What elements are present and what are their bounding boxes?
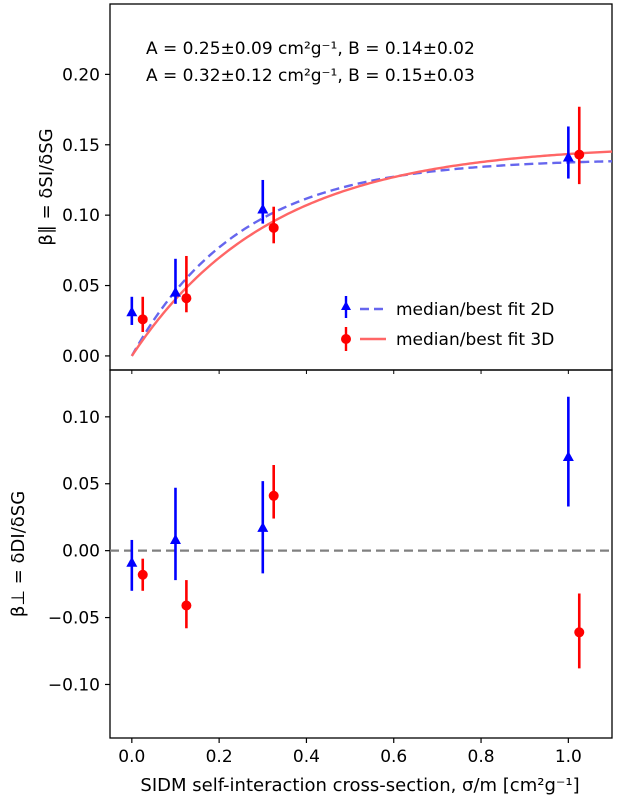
top-y-tick-label: 0.15 bbox=[62, 136, 100, 156]
bottom-y-tick-label: 0.10 bbox=[62, 408, 100, 428]
bottom-panel: −0.10 −0.05 0.00 0.05 0.10 0.0 0.2 0.4 0.6 0.8 1.… bbox=[8, 369, 613, 796]
bottom-y-ticks: −0.10 −0.05 0.00 0.05 0.10 bbox=[48, 408, 110, 695]
bottom-point-3d bbox=[268, 490, 279, 501]
top-point-2d bbox=[169, 286, 181, 297]
top-data-marks bbox=[126, 106, 585, 332]
legend-entry-2d: median/best fit 2D bbox=[341, 296, 554, 320]
bottom-point-2d bbox=[562, 450, 574, 461]
top-y-tick-label: 0.00 bbox=[62, 347, 100, 367]
x-tick-label: 1.0 bbox=[555, 747, 582, 767]
bottom-y-tick-label: −0.05 bbox=[48, 609, 100, 629]
bottom-point-2d bbox=[169, 533, 181, 544]
legend-3d-label: median/best fit 3D bbox=[396, 330, 554, 350]
top-y-tick-label: 0.20 bbox=[62, 65, 100, 85]
x-tick-label: 0.4 bbox=[293, 747, 320, 767]
bottom-y-tick-label: 0.00 bbox=[62, 542, 100, 562]
top-point-2d bbox=[126, 306, 138, 317]
bottom-y-tick-label: 0.05 bbox=[62, 475, 100, 495]
top-y-tick-label: 0.05 bbox=[62, 277, 100, 297]
top-y-tick-label: 0.10 bbox=[62, 206, 100, 226]
top-point-2d bbox=[257, 203, 269, 214]
x-axis-label: SIDM self-interaction cross-section, σ/m… bbox=[140, 775, 579, 796]
legend-3d-circle-marker bbox=[341, 334, 351, 344]
top-point-3d bbox=[137, 314, 148, 325]
bottom-panel-frame bbox=[109, 369, 613, 739]
x-tick-label: 0.0 bbox=[118, 747, 145, 767]
bottom-point-2d bbox=[257, 521, 269, 532]
bottom-point-3d bbox=[574, 627, 585, 638]
bottom-x-ticks: 0.0 0.2 0.4 0.6 0.8 1.0 bbox=[118, 738, 582, 767]
legend-2d-label: median/best fit 2D bbox=[396, 300, 554, 320]
fit-curve-best-fit-2d bbox=[130, 160, 613, 357]
top-point-3d bbox=[574, 149, 585, 160]
bottom-data-marks bbox=[126, 396, 585, 669]
annotation-3d-fit: A = 0.32±0.12 cm²g⁻¹, B = 0.15±0.03 bbox=[146, 66, 475, 86]
legend-2d-triangle-marker bbox=[341, 301, 351, 310]
top-point-3d bbox=[181, 293, 192, 304]
bottom-point-3d bbox=[181, 600, 192, 611]
bottom-y-tick-label: −0.10 bbox=[48, 675, 100, 695]
top-fit-curves bbox=[130, 150, 613, 357]
top-panel: 0.00 0.05 0.10 0.15 0.20 A = 0.25±0.09 cm²g⁻… bbox=[36, 3, 613, 374]
bottom-y-axis-label: β⊥ = δDI/δSG bbox=[8, 491, 29, 617]
annotation-2d-fit: A = 0.25±0.09 cm²g⁻¹, B = 0.14±0.02 bbox=[146, 39, 475, 59]
legend-entry-3d: median/best fit 3D bbox=[341, 327, 554, 351]
top-point-3d bbox=[268, 222, 279, 233]
fit-curve-best-fit-3d bbox=[130, 150, 613, 357]
top-y-ticks: 0.00 0.05 0.10 0.15 0.20 bbox=[62, 65, 569, 374]
top-point-2d bbox=[562, 151, 574, 162]
x-tick-label: 0.6 bbox=[380, 747, 407, 767]
bottom-point-3d bbox=[137, 569, 148, 580]
top-y-axis-label: β∥ = δSI/δSG bbox=[36, 128, 57, 245]
legend: median/best fit 2D median/best fit 3D bbox=[341, 296, 554, 351]
bottom-point-2d bbox=[126, 556, 138, 567]
x-tick-label: 0.2 bbox=[206, 747, 233, 767]
x-tick-label: 0.8 bbox=[468, 747, 495, 767]
